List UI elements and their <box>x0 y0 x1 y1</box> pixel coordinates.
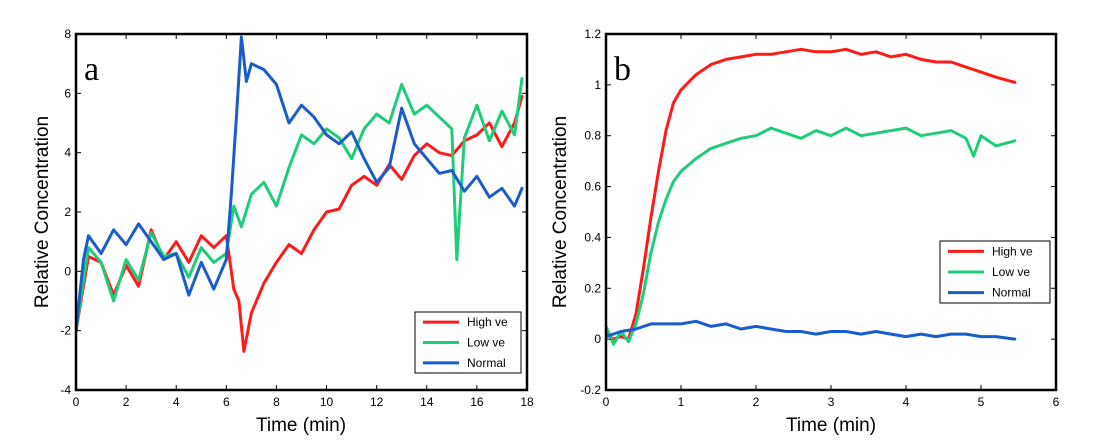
y-tick-label: 1.2 <box>584 27 601 41</box>
panel-a: 0 2 4 6 8 10 12 14 16 18 -4 -2 0 2 4 6 8 High ve Low ve Nor… <box>32 27 534 436</box>
y-tick-label: 0.4 <box>584 230 601 244</box>
y-tick-label: 0 <box>594 332 601 346</box>
x-tick-label: 12 <box>370 395 384 409</box>
x-tick-label: 1 <box>678 395 685 409</box>
x-tick-label: 4 <box>173 395 180 409</box>
series-line-a-3 <box>76 35 524 333</box>
y-tick-label: 8 <box>64 27 71 41</box>
series-group-a <box>76 35 524 353</box>
series-line-b-3 <box>606 319 1017 341</box>
y-tick-label: -4 <box>60 383 71 397</box>
x-tick-label: 6 <box>1053 395 1060 409</box>
x-tick-label: 0 <box>603 395 610 409</box>
panel-label-a: a <box>84 51 99 88</box>
legend-entry-label: High ve <box>467 315 508 329</box>
y-tick-label: 0.2 <box>584 281 601 295</box>
y-tick-label: 1 <box>594 78 601 92</box>
x-tick-label: 2 <box>123 395 130 409</box>
legend-entry-label: Low ve <box>992 265 1030 279</box>
x-tick-label: 2 <box>753 395 760 409</box>
legend-b: High ve Low ve Normal <box>939 240 1051 304</box>
x-tick-label: 3 <box>828 395 835 409</box>
x-tick-label: 4 <box>903 395 910 409</box>
x-tick-label: 16 <box>470 395 484 409</box>
series-line-a-2 <box>76 77 524 333</box>
x-tick-label: 8 <box>273 395 280 409</box>
y-tick-label: 4 <box>64 146 71 160</box>
x-tick-label: 5 <box>978 395 985 409</box>
x-tick-label: 14 <box>420 395 434 409</box>
series-line-b-2 <box>606 126 1017 346</box>
y-tick-label: 0 <box>64 264 71 278</box>
series-line-b-1 <box>606 47 1017 341</box>
x-tick-label: 10 <box>320 395 334 409</box>
y-axis-label-b: Relative Concentration <box>550 116 571 308</box>
x-tick-label: 0 <box>73 395 80 409</box>
legend-a: High ve Low ve Normal <box>414 311 522 374</box>
y-tick-label: 6 <box>64 86 71 100</box>
x-axis-label-b: Time (min) <box>786 415 876 436</box>
y-tick-label: 0.8 <box>584 129 601 143</box>
legend-entry-label: Low ve <box>467 336 505 350</box>
x-tick-label: 6 <box>223 395 230 409</box>
plot-area-a: 0 2 4 6 8 10 12 14 16 18 -4 -2 0 2 4 6 8 High ve Low ve Nor… <box>60 27 534 409</box>
y-axis-label-a: Relative Concentration <box>32 116 53 308</box>
legend-entry-label: Normal <box>992 286 1031 300</box>
y-tick-label: 2 <box>64 205 71 219</box>
panel-label-b: b <box>614 51 631 88</box>
legend-entry-label: High ve <box>992 244 1033 258</box>
y-tick-label: -0.2 <box>580 383 601 397</box>
x-axis-label-a: Time (min) <box>256 415 346 436</box>
y-tick-label: -2 <box>60 324 71 338</box>
y-tick-label: 0.6 <box>584 180 601 194</box>
legend-entry-label: Normal <box>467 356 506 370</box>
x-tick-label: 18 <box>520 395 534 409</box>
series-group-b <box>606 47 1017 346</box>
